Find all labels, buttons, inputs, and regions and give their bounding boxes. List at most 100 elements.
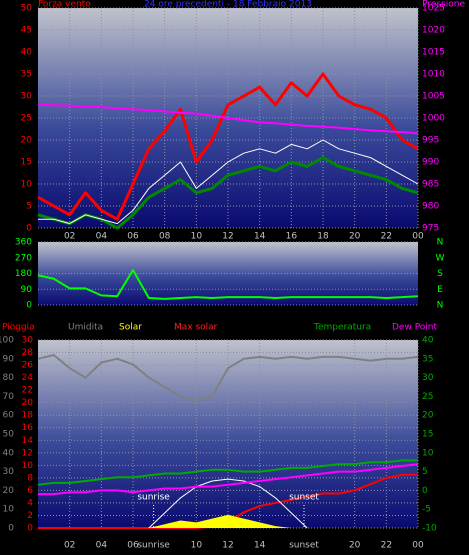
y2-tick-label: 990 — [422, 158, 439, 168]
x-tick-label: 14 — [254, 232, 266, 242]
y2-tick-label: N — [437, 238, 444, 248]
x-tick-label: 22 — [381, 232, 392, 242]
y-tick-label: 100 — [0, 336, 14, 346]
y-tick-label: 40 — [21, 48, 33, 58]
legend-label: Pioggia — [2, 323, 35, 333]
legend-label: Umidita — [68, 323, 103, 333]
x-tick-label: 22 — [381, 541, 392, 551]
chart-title: 24 ore precedenti - 18 Febbraio 2013 — [144, 0, 312, 10]
x-tick-label: 00 — [412, 541, 424, 551]
annotation: sunset — [289, 541, 319, 551]
y2-tick-label: 5 — [422, 467, 428, 477]
y-tick-label: 0 — [26, 301, 32, 311]
y-tick-label: 0 — [8, 524, 14, 534]
series-line — [38, 139, 419, 225]
y3-tick-label: 30 — [22, 336, 34, 346]
x-tick-label: 14 — [254, 541, 266, 551]
series-line — [37, 103, 419, 135]
y3-tick-label: 6 — [27, 486, 33, 496]
y3-tick-label: 4 — [27, 498, 33, 508]
y3-tick-label: 0 — [27, 524, 33, 534]
y-tick-label: 50 — [3, 430, 15, 440]
y2-tick-label: 975 — [422, 224, 439, 234]
y-tick-label: 180 — [15, 269, 32, 279]
x-tick-label: 02 — [64, 232, 75, 242]
y2-tick-label: 0 — [422, 486, 428, 496]
y3-tick-label: 2 — [27, 511, 33, 521]
y-tick-label: 20 — [3, 486, 15, 496]
x-tick-label: 10 — [191, 541, 203, 551]
y-tick-label: 10 — [3, 505, 15, 515]
y3-tick-label: 16 — [22, 423, 34, 433]
x-tick-label: 06 — [127, 541, 139, 551]
y2-tick-label: 1000 — [422, 114, 445, 124]
legend-label: Max solar — [174, 323, 218, 333]
x-tick-label: 18 — [317, 232, 329, 242]
y2-tick-label: 980 — [422, 202, 439, 212]
y-tick-label: 40 — [3, 448, 15, 458]
y3-tick-label: 20 — [22, 398, 34, 408]
series-line — [148, 478, 308, 529]
y3-tick-label: 14 — [22, 436, 34, 446]
y2-tick-label: E — [437, 285, 443, 295]
y-tick-label: 10 — [21, 180, 33, 190]
y-tick-label: 30 — [21, 92, 33, 102]
x-tick-label: 20 — [349, 232, 361, 242]
y3-tick-label: 12 — [22, 448, 33, 458]
y-tick-label: 50 — [21, 4, 33, 14]
y2-tick-label: 1005 — [422, 92, 445, 102]
annotation: sunrise — [137, 493, 170, 503]
legend-label: Dew Point — [392, 323, 438, 333]
y-tick-label: 0 — [26, 224, 32, 234]
y3-tick-label: 10 — [22, 461, 34, 471]
x-tick-label: 04 — [96, 232, 108, 242]
y2-tick-label: W — [436, 253, 445, 263]
y2-tick-label: 10 — [422, 448, 434, 458]
y3-tick-label: 18 — [22, 411, 34, 421]
series-line — [37, 354, 419, 402]
x-tick-label: 10 — [191, 232, 203, 242]
x-tick-label: 20 — [349, 541, 361, 551]
x-tick-label: 06 — [127, 232, 139, 242]
axis-label: Forza vento — [38, 0, 91, 10]
legend-label: Temperatura — [313, 323, 371, 333]
y2-tick-label: 35 — [422, 354, 433, 364]
y-tick-label: 90 — [3, 354, 15, 364]
y2-tick-label: 995 — [422, 136, 439, 146]
series-line — [37, 72, 419, 221]
y2-tick-label: 1020 — [422, 26, 445, 36]
annotation: sunrise — [137, 541, 170, 551]
y2-tick-label: 1025 — [422, 4, 445, 14]
series-line — [37, 269, 419, 300]
y2-tick-label: 25 — [422, 392, 433, 402]
y2-tick-label: N — [437, 301, 444, 311]
x-tick-label: 16 — [286, 232, 298, 242]
y3-tick-label: 8 — [27, 473, 33, 483]
y2-tick-label: -10 — [422, 524, 437, 534]
y2-tick-label: 15 — [422, 430, 433, 440]
y3-tick-label: 26 — [22, 361, 34, 371]
y3-tick-label: 28 — [22, 348, 34, 358]
series-line — [38, 463, 419, 496]
y-tick-label: 80 — [3, 373, 15, 383]
x-tick-label: 02 — [64, 541, 75, 551]
y-tick-label: 360 — [15, 238, 32, 248]
y-tick-label: 90 — [21, 285, 33, 295]
y2-tick-label: 20 — [422, 411, 434, 421]
y2-tick-label: 1015 — [422, 48, 445, 58]
x-tick-label: 12 — [222, 541, 233, 551]
y2-tick-label: 40 — [422, 336, 434, 346]
series-area — [38, 514, 418, 528]
y-tick-label: 20 — [21, 136, 33, 146]
series-line — [37, 459, 418, 486]
y2-tick-label: -5 — [422, 505, 431, 515]
x-tick-label: 00 — [412, 232, 424, 242]
y3-tick-label: 22 — [22, 386, 33, 396]
x-tick-label: 08 — [159, 232, 171, 242]
y-tick-label: 270 — [15, 253, 32, 263]
y-tick-label: 35 — [21, 70, 32, 80]
x-tick-label: 12 — [222, 232, 233, 242]
y2-tick-label: 30 — [422, 373, 434, 383]
